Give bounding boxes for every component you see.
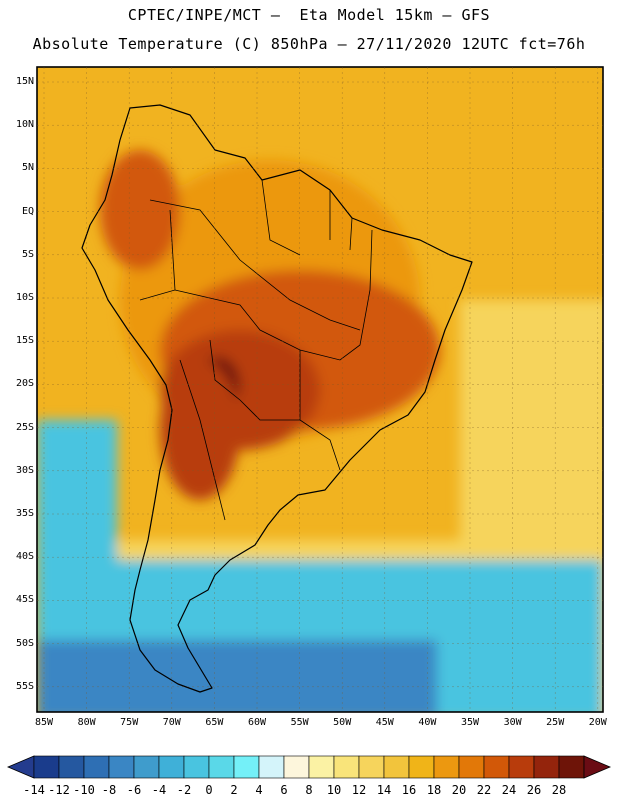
colorbar-cell bbox=[258, 755, 285, 779]
field-band-3 bbox=[37, 640, 437, 712]
colorbar-cell bbox=[58, 755, 85, 779]
colorbar-cell bbox=[83, 755, 110, 779]
colorbar-high-arrow bbox=[583, 755, 612, 779]
colorbar-label: -8 bbox=[101, 783, 117, 797]
colorbar-label: -12 bbox=[48, 783, 70, 797]
lon-tick-label: 80W bbox=[77, 717, 96, 728]
colorbar-label: 14 bbox=[376, 783, 392, 797]
colorbar-cell bbox=[558, 755, 585, 779]
lat-tick-label: 55S bbox=[15, 680, 34, 692]
colorbar-label: 2 bbox=[230, 783, 238, 797]
colorbar-label: 20 bbox=[451, 783, 467, 797]
colorbar-cell bbox=[133, 755, 160, 779]
title-line-2: Absolute Temperature (C) 850hPa — 27/11/… bbox=[32, 35, 586, 53]
lon-tick-label: 70W bbox=[162, 717, 181, 728]
colorbar-label: 18 bbox=[426, 783, 442, 797]
lon-tick-label: 75W bbox=[120, 717, 139, 728]
colorbar-cell bbox=[408, 755, 435, 779]
colorbar-label: -2 bbox=[176, 783, 192, 797]
lat-tick-label: 15S bbox=[15, 335, 34, 347]
colorbar-cell bbox=[233, 755, 260, 779]
lat-tick-label: 10N bbox=[15, 119, 34, 131]
lat-tick-label: 25S bbox=[15, 421, 34, 433]
lat-tick-label: 30S bbox=[15, 464, 34, 476]
lat-tick-label: 40S bbox=[15, 551, 34, 563]
colorbar-label: 6 bbox=[280, 783, 288, 797]
colorbar-label: 0 bbox=[205, 783, 213, 797]
colorbar-label: -14 bbox=[23, 783, 45, 797]
colorbar-cell bbox=[358, 755, 385, 779]
lat-tick-label: 5N bbox=[21, 162, 34, 174]
lon-tick-label: 35W bbox=[460, 717, 480, 728]
lon-tick-label: 25W bbox=[546, 717, 565, 728]
lat-tick-label: 15N bbox=[15, 76, 34, 87]
field-band-9 bbox=[100, 150, 180, 270]
field-band-10 bbox=[160, 360, 240, 500]
colorbar-cell bbox=[333, 755, 360, 779]
colorbar-cell bbox=[383, 755, 410, 779]
colorbar-cell bbox=[308, 755, 335, 779]
lon-tick-label: 45W bbox=[375, 717, 394, 728]
colorbar bbox=[6, 755, 612, 779]
colorbar-label: 28 bbox=[551, 783, 567, 797]
colorbar-label: 4 bbox=[255, 783, 263, 797]
title-line-1: CPTEC/INPE/MCT — Eta Model 15km — GFS bbox=[127, 6, 491, 24]
country-borders bbox=[139, 179, 373, 521]
colorbar-label: 8 bbox=[305, 783, 313, 797]
field-band-4 bbox=[37, 420, 117, 560]
lat-tick-label: 5S bbox=[21, 248, 34, 260]
colorbar-label: -10 bbox=[73, 783, 95, 797]
colorbar-cell bbox=[208, 755, 235, 779]
colorbar-cell bbox=[483, 755, 510, 779]
lon-tick-label: 65W bbox=[205, 717, 224, 728]
colorbar-label: 10 bbox=[326, 783, 342, 797]
lat-tick-label: 45S bbox=[15, 594, 34, 606]
colorbar-label: 16 bbox=[401, 783, 417, 797]
temperature-field bbox=[37, 67, 603, 712]
colorbar-label: -4 bbox=[151, 783, 167, 797]
colorbar-label: 26 bbox=[526, 783, 542, 797]
lat-tick-label: 35S bbox=[15, 508, 34, 519]
lat-tick-label: EQ bbox=[21, 205, 34, 217]
lon-tick-label: 50W bbox=[333, 717, 352, 728]
lon-tick-label: 40W bbox=[418, 717, 437, 728]
colorbar-low-arrow bbox=[6, 755, 35, 779]
colorbar-label: -6 bbox=[126, 783, 142, 797]
lon-tick-label: 30W bbox=[503, 717, 522, 728]
lon-tick-label: 85W bbox=[34, 717, 54, 728]
lon-tick-label: 60W bbox=[247, 717, 267, 728]
lat-tick-label: 50S bbox=[15, 637, 34, 649]
lat-tick-label: 10S bbox=[15, 292, 34, 303]
colorbar-cell bbox=[283, 755, 310, 779]
colorbar-label: 22 bbox=[476, 783, 492, 797]
colorbar-label: 12 bbox=[351, 783, 367, 797]
colorbar-label: 24 bbox=[501, 783, 517, 797]
colorbar-cell bbox=[433, 755, 460, 779]
colorbar-cell bbox=[533, 755, 560, 779]
colorbar-cell bbox=[158, 755, 185, 779]
colorbar-cell bbox=[183, 755, 210, 779]
colorbar-cell bbox=[108, 755, 135, 779]
colorbar-cell bbox=[33, 755, 60, 779]
lat-tick-label: 20S bbox=[15, 378, 34, 390]
colorbar-cell bbox=[458, 755, 485, 779]
graticule bbox=[37, 67, 603, 712]
continent-outline bbox=[81, 104, 473, 693]
lon-tick-label: 20W bbox=[588, 717, 607, 728]
map-frame bbox=[36, 66, 604, 713]
lon-tick-label: 55W bbox=[290, 717, 309, 728]
colorbar-cell bbox=[508, 755, 535, 779]
